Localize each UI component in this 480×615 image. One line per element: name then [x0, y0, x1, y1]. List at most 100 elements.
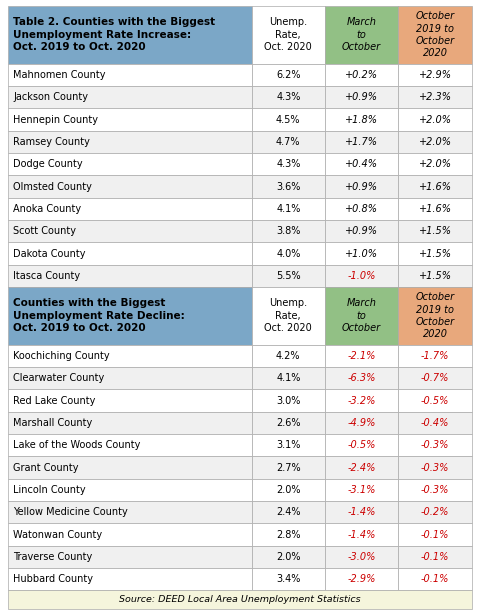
Bar — [8, 546, 252, 568]
Text: Hennepin County: Hennepin County — [13, 114, 98, 124]
Text: Red Lake County: Red Lake County — [13, 395, 96, 405]
Bar — [398, 411, 472, 434]
Text: -2.9%: -2.9% — [348, 574, 376, 584]
Text: Source: DEED Local Area Unemployment Statistics: Source: DEED Local Area Unemployment Sta… — [119, 595, 361, 604]
Bar — [325, 197, 398, 220]
Text: October
2019 to
October
2020: October 2019 to October 2020 — [416, 11, 455, 58]
Bar — [8, 64, 252, 86]
Text: -2.4%: -2.4% — [348, 462, 376, 472]
Text: +0.9%: +0.9% — [345, 226, 378, 236]
Text: +0.2%: +0.2% — [345, 70, 378, 80]
Text: 4.3%: 4.3% — [276, 92, 300, 102]
Bar — [325, 6, 398, 64]
Text: -4.9%: -4.9% — [348, 418, 376, 428]
Text: +0.9%: +0.9% — [345, 181, 378, 191]
Bar — [252, 568, 325, 590]
Bar — [398, 501, 472, 523]
Bar — [252, 242, 325, 264]
Bar — [252, 546, 325, 568]
Text: March
to
October: March to October — [342, 298, 381, 333]
Text: -0.1%: -0.1% — [421, 552, 449, 562]
Bar — [325, 456, 398, 478]
Text: Olmsted County: Olmsted County — [13, 181, 92, 191]
Text: Dodge County: Dodge County — [13, 159, 83, 169]
Bar — [325, 389, 398, 411]
Text: Traverse County: Traverse County — [13, 552, 92, 562]
Text: Koochiching County: Koochiching County — [13, 351, 109, 361]
Bar — [325, 478, 398, 501]
Text: +2.3%: +2.3% — [419, 92, 452, 102]
Text: Unemp.
Rate,
Oct. 2020: Unemp. Rate, Oct. 2020 — [264, 17, 312, 52]
Bar — [325, 501, 398, 523]
Bar — [325, 64, 398, 86]
Text: Table 2. Counties with the Biggest
Unemployment Rate Increase:
Oct. 2019 to Oct.: Table 2. Counties with the Biggest Unemp… — [13, 17, 215, 52]
Text: -3.1%: -3.1% — [348, 485, 376, 495]
Text: +1.6%: +1.6% — [419, 204, 452, 214]
Bar — [252, 86, 325, 108]
Bar — [252, 501, 325, 523]
Text: 3.6%: 3.6% — [276, 181, 300, 191]
Text: 4.1%: 4.1% — [276, 204, 300, 214]
Bar — [252, 220, 325, 242]
Text: -2.1%: -2.1% — [348, 351, 376, 361]
Text: Mahnomen County: Mahnomen County — [13, 70, 106, 80]
Bar — [325, 367, 398, 389]
Bar — [8, 345, 252, 367]
Bar — [325, 86, 398, 108]
Bar — [252, 434, 325, 456]
Bar — [8, 131, 252, 153]
Bar — [8, 367, 252, 389]
Bar — [8, 108, 252, 131]
Bar — [398, 6, 472, 64]
Bar — [325, 220, 398, 242]
Bar — [8, 197, 252, 220]
Bar — [398, 86, 472, 108]
Text: Lincoln County: Lincoln County — [13, 485, 85, 495]
Bar — [8, 501, 252, 523]
Bar — [398, 546, 472, 568]
Bar — [325, 175, 398, 197]
Bar — [398, 131, 472, 153]
Text: -3.0%: -3.0% — [348, 552, 376, 562]
Text: 4.0%: 4.0% — [276, 248, 300, 258]
Bar — [325, 411, 398, 434]
Text: -0.2%: -0.2% — [421, 507, 449, 517]
Text: -0.5%: -0.5% — [421, 395, 449, 405]
Bar — [252, 523, 325, 546]
Bar — [8, 523, 252, 546]
Bar — [398, 367, 472, 389]
Bar — [252, 367, 325, 389]
Text: Unemp.
Rate,
Oct. 2020: Unemp. Rate, Oct. 2020 — [264, 298, 312, 333]
Text: 4.3%: 4.3% — [276, 159, 300, 169]
Bar — [398, 568, 472, 590]
Bar — [398, 242, 472, 264]
Bar — [8, 220, 252, 242]
Bar — [252, 131, 325, 153]
Text: -0.3%: -0.3% — [421, 440, 449, 450]
Bar — [8, 242, 252, 264]
Text: Grant County: Grant County — [13, 462, 79, 472]
Text: 4.2%: 4.2% — [276, 351, 300, 361]
Bar — [252, 153, 325, 175]
Text: 6.2%: 6.2% — [276, 70, 300, 80]
Text: -1.4%: -1.4% — [348, 507, 376, 517]
Bar — [252, 108, 325, 131]
Bar — [398, 456, 472, 478]
Bar — [398, 345, 472, 367]
Bar — [8, 6, 252, 64]
Text: 5.5%: 5.5% — [276, 271, 300, 281]
Text: -0.3%: -0.3% — [421, 485, 449, 495]
Text: -0.5%: -0.5% — [348, 440, 376, 450]
Bar — [398, 287, 472, 345]
Text: 3.4%: 3.4% — [276, 574, 300, 584]
Text: +1.6%: +1.6% — [419, 181, 452, 191]
Text: +2.9%: +2.9% — [419, 70, 452, 80]
Text: Scott County: Scott County — [13, 226, 76, 236]
Bar — [252, 264, 325, 287]
Text: -1.4%: -1.4% — [348, 530, 376, 539]
Text: Itasca County: Itasca County — [13, 271, 80, 281]
Bar — [8, 287, 252, 345]
Bar — [252, 6, 325, 64]
Text: -0.4%: -0.4% — [421, 418, 449, 428]
Bar — [325, 153, 398, 175]
